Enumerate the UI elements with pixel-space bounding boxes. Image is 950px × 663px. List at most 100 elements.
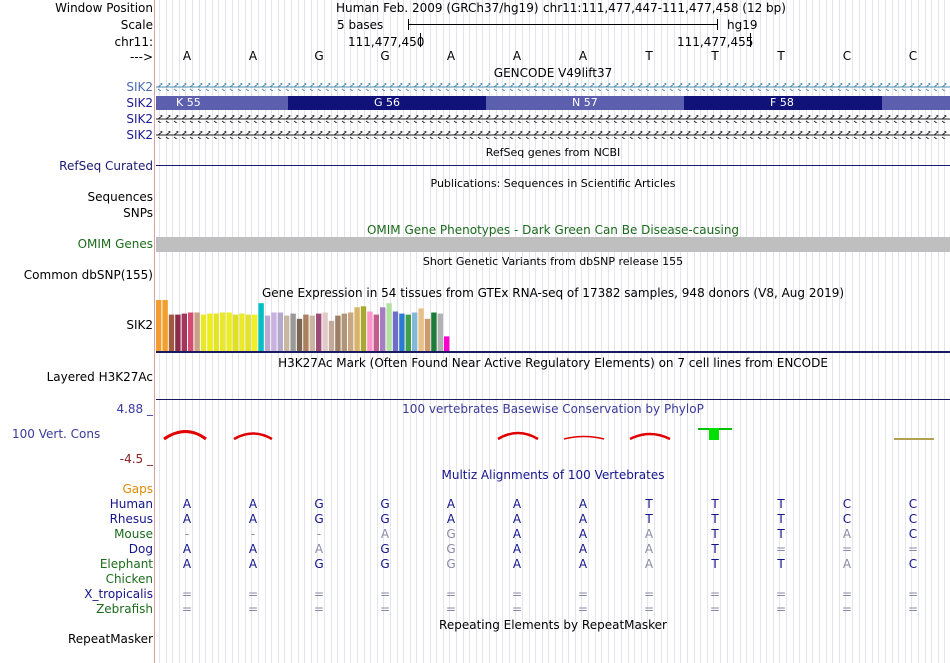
- sequences-track-label[interactable]: Sequences: [87, 190, 153, 204]
- db-label: hg19: [727, 18, 758, 32]
- cons-flat-segment: [894, 438, 934, 440]
- gtex-bar-43[interactable]: [424, 318, 431, 351]
- grid-line: [858, 0, 860, 663]
- alignment-cell-human: C: [908, 497, 918, 511]
- gtex-bar-31[interactable]: [348, 312, 354, 352]
- grid-line: [634, 0, 636, 663]
- grid-line: [918, 0, 919, 663]
- gtex-bar-6[interactable]: [188, 312, 194, 352]
- grid-line: [667, 0, 669, 663]
- alignment-cell-x-tropicalis: =: [511, 587, 523, 601]
- gtex-bar-1[interactable]: [156, 300, 162, 351]
- alignment-cell-dog: A: [578, 542, 588, 556]
- codon-2[interactable]: G 56: [288, 96, 486, 110]
- codon-row[interactable]: K 55 G 56 N 57 F 58: [156, 96, 950, 110]
- gtex-bar-11[interactable]: [220, 312, 226, 352]
- alignment-cell-dog: G: [380, 542, 390, 556]
- gtex-bar-20[interactable]: [277, 312, 283, 352]
- alignment-cell-dog: =: [841, 542, 853, 556]
- omim-track-label[interactable]: OMIM Genes: [77, 237, 153, 251]
- gtex-bar-13[interactable]: [232, 314, 239, 351]
- gtex-bar-41[interactable]: [412, 312, 418, 352]
- gtex-bar-46[interactable]: [444, 336, 450, 351]
- codon-4[interactable]: F 58: [684, 96, 882, 110]
- gtex-bar-9[interactable]: [207, 313, 213, 351]
- gtex-title: Gene Expression in 54 tissues from GTEx …: [261, 286, 845, 300]
- grid-line: [601, 0, 603, 663]
- gtex-bar-4[interactable]: [175, 314, 181, 351]
- gencode-transcripts[interactable]: [156, 80, 950, 142]
- gtex-bar-26[interactable]: [316, 313, 322, 351]
- gtex-bar-3[interactable]: [168, 314, 175, 351]
- alignment-cell-elephant: A: [578, 557, 588, 571]
- alignment-cell-rhesus: A: [446, 512, 456, 526]
- gtex-bar-32[interactable]: [354, 307, 360, 351]
- codon-3[interactable]: N 57: [486, 96, 684, 110]
- gtex-bar-15[interactable]: [245, 314, 251, 351]
- gtex-bar-chart[interactable]: [156, 298, 950, 352]
- codon-1[interactable]: K 55: [156, 96, 288, 110]
- gencode-track-label-1[interactable]: SIK2: [126, 80, 153, 94]
- gtex-bar-18[interactable]: [264, 315, 271, 351]
- h3k27ac-track-label[interactable]: Layered H3K27Ac: [46, 370, 153, 384]
- grid-line: [812, 0, 814, 663]
- gtex-bar-19[interactable]: [271, 312, 277, 352]
- alignment-cell-dog: A: [182, 542, 192, 556]
- grid-line: [436, 0, 438, 663]
- gtex-bar-28[interactable]: [328, 320, 335, 351]
- gtex-track-label[interactable]: SIK2: [126, 318, 153, 332]
- gtex-bar-17[interactable]: [258, 303, 264, 351]
- gtex-bar-33[interactable]: [360, 306, 367, 351]
- gtex-bar-24[interactable]: [303, 314, 309, 351]
- gencode-title: GENCODE V49lift37: [493, 66, 613, 80]
- omim-bar[interactable]: [156, 237, 950, 252]
- gtex-bar-37[interactable]: [386, 303, 392, 351]
- gtex-bar-39[interactable]: [399, 313, 405, 351]
- track-image[interactable]: Human Feb. 2009 (GRCh37/hg19) chr11:111,…: [156, 0, 950, 663]
- grid-line: [462, 0, 464, 663]
- grid-line: [871, 0, 873, 663]
- gtex-bar-25[interactable]: [309, 315, 315, 351]
- alignment-cell-x-tropicalis: =: [709, 587, 721, 601]
- gtex-bar-40[interactable]: [405, 314, 411, 351]
- gtex-bar-22[interactable]: [290, 313, 296, 351]
- alignment-cell-x-tropicalis: =: [775, 587, 787, 601]
- gtex-bar-16[interactable]: [252, 314, 258, 351]
- gtex-bar-5[interactable]: [181, 313, 187, 351]
- gtex-bar-8[interactable]: [200, 314, 207, 351]
- gtex-bar-34[interactable]: [367, 311, 373, 352]
- dbsnp-track-label[interactable]: Common dbSNP(155): [23, 268, 153, 282]
- gtex-bar-30[interactable]: [341, 313, 347, 351]
- grid-line: [614, 0, 616, 663]
- gtex-bar-10[interactable]: [213, 313, 219, 351]
- gencode-track-label-3[interactable]: SIK2: [126, 112, 153, 126]
- gencode-track-label-2[interactable]: SIK2: [126, 96, 153, 110]
- gtex-bar-29[interactable]: [335, 315, 341, 351]
- alignment-cell-human: A: [512, 497, 522, 511]
- gtex-bar-23[interactable]: [296, 318, 303, 351]
- alignment-cell-elephant: C: [908, 557, 918, 571]
- gtex-bar-36[interactable]: [380, 307, 386, 351]
- snps-track-label[interactable]: SNPs: [123, 206, 153, 220]
- cons-track-label[interactable]: 100 Vert. Cons: [12, 427, 101, 441]
- alignment-cell-elephant: G: [446, 557, 456, 571]
- gtex-bar-35[interactable]: [373, 314, 379, 351]
- gtex-bar-38[interactable]: [392, 311, 399, 352]
- gtex-bar-42[interactable]: [418, 308, 424, 351]
- gtex-bar-44[interactable]: [431, 312, 437, 352]
- repeatmasker-track-label[interactable]: RepeatMasker: [67, 632, 153, 646]
- gtex-bar-21[interactable]: [284, 315, 290, 351]
- alignment-cell-human: A: [446, 497, 456, 511]
- alignment-cell-human: A: [182, 497, 192, 511]
- alignment-cell-rhesus: C: [908, 512, 918, 526]
- gencode-track-label-4[interactable]: SIK2: [126, 128, 153, 142]
- refseq-track-label[interactable]: RefSeq Curated: [59, 159, 153, 173]
- gtex-bar-2[interactable]: [162, 300, 168, 351]
- cons-wiggle[interactable]: [156, 420, 950, 450]
- gtex-bar-27[interactable]: [322, 312, 328, 352]
- species-label-x-tropicalis: X_tropicalis: [84, 587, 153, 601]
- gtex-bar-12[interactable]: [226, 312, 232, 352]
- gtex-bar-14[interactable]: [239, 313, 245, 351]
- gtex-bar-7[interactable]: [194, 312, 200, 352]
- gtex-bar-45[interactable]: [437, 313, 443, 351]
